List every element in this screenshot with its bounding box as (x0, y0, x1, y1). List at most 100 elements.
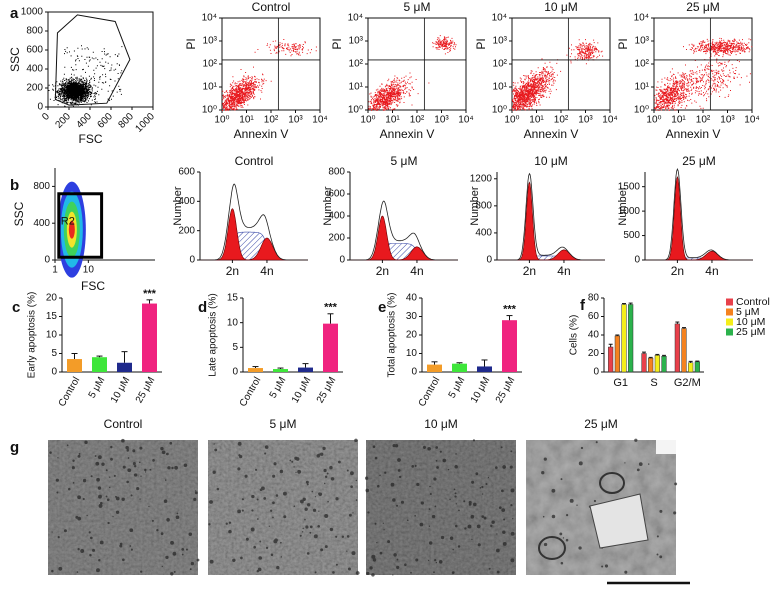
y-tick-label: 0 (593, 367, 599, 378)
x-tick-label: 10³ (288, 115, 303, 126)
x-tick-label: 1000 (133, 111, 157, 135)
y-tick-label: 10² (493, 59, 508, 70)
y-tick-label: 0 (486, 255, 492, 266)
bar (323, 323, 338, 372)
panel-label: b (10, 177, 19, 194)
bar (452, 363, 467, 372)
vacuole (599, 472, 625, 494)
x-tick-label: 2n (671, 264, 684, 278)
y-tick-label: 0 (634, 255, 640, 266)
vacuole (538, 536, 566, 560)
y-tick-label: 10³ (635, 36, 650, 47)
x-tick-label: 600 (95, 111, 115, 131)
event-cloud (222, 39, 317, 111)
x-tick-label: 10⁰ (504, 115, 519, 126)
x-tick-label: 10¹ (671, 115, 686, 126)
y-tick-label: 600 (26, 45, 43, 56)
bar (608, 346, 614, 373)
y-tick-label: 1200 (470, 173, 493, 184)
y-tick-label: 800 (26, 26, 43, 37)
y-tick-label: 10⁰ (202, 105, 217, 116)
bar (298, 367, 313, 372)
bar (648, 357, 654, 373)
y-tick-label: 10² (349, 59, 364, 70)
panel-label: g (10, 439, 19, 456)
density-contour (68, 220, 75, 239)
y-tick-label: 0 (37, 102, 43, 113)
x-tick-label: 10³ (578, 115, 593, 126)
x-tick-label: 2n (226, 264, 239, 278)
legend-label: Control (736, 296, 770, 308)
bar (117, 362, 132, 372)
x-tick-label: Control (238, 375, 264, 408)
event-cloud (512, 39, 604, 111)
gate (57, 192, 104, 259)
y-tick-label: 10¹ (635, 82, 650, 93)
x-axis-label: Annexin V (524, 127, 579, 141)
y-axis-label: Late apoptosis (%) (208, 293, 219, 376)
x-tick-label: 10³ (720, 115, 735, 126)
y-axis-label: Early apoptosis (%) (27, 292, 38, 379)
y-tick-label: 15 (46, 311, 58, 322)
x-tick-label: 10⁴ (744, 115, 759, 126)
bar (142, 303, 157, 372)
gate (54, 14, 131, 106)
x-tick-label: 25 μM (134, 375, 158, 405)
bar (661, 356, 667, 373)
y-tick-label: 0 (51, 367, 57, 378)
bar (641, 353, 647, 373)
y-tick-label: 600 (328, 189, 345, 200)
image-title: 10 μM (424, 417, 458, 431)
y-tick-label: 10³ (349, 36, 364, 47)
legend-swatch (726, 318, 733, 326)
y-tick-label: 20 (406, 330, 418, 341)
bar (681, 328, 687, 373)
plot-title: 25 μM (686, 0, 720, 14)
y-axis-label: PI (184, 38, 198, 49)
y-axis-label: Number (322, 186, 334, 225)
x-tick-label: 5 μM (447, 375, 468, 400)
y-tick-label: 10² (635, 59, 650, 70)
y-tick-label: 0 (44, 255, 50, 266)
histogram-outline (497, 172, 605, 261)
micrograph-texture (48, 440, 198, 575)
legend-swatch (726, 308, 733, 316)
image-title: 5 μM (270, 417, 297, 431)
x-axis-label: FSC (79, 132, 103, 146)
bar (694, 361, 700, 373)
y-axis-label: PI (330, 38, 344, 49)
x-tick-label: 10 μM (469, 375, 493, 405)
y-tick-label: 1000 (618, 206, 641, 217)
x-tick-label: 10⁴ (312, 115, 327, 126)
y-tick-label: 80 (588, 293, 600, 304)
y-axis-label: PI (616, 38, 630, 49)
x-tick-label: 5 μM (87, 375, 108, 400)
y-tick-label: 10¹ (349, 82, 364, 93)
y-tick-label: 200 (328, 233, 345, 244)
event-cloud (654, 37, 753, 111)
y-tick-label: 800 (475, 200, 492, 211)
image-title: Control (104, 417, 143, 431)
y-tick-label: 5 (51, 348, 57, 359)
x-tick-label: 4n (410, 264, 423, 278)
bar (502, 320, 517, 372)
x-tick-label: 10⁴ (458, 115, 473, 126)
y-tick-label: 0 (339, 255, 345, 266)
x-tick-label: 4n (260, 264, 273, 278)
bar (92, 357, 107, 372)
x-tick-label: 10⁰ (214, 115, 229, 126)
panel-label: d (198, 299, 207, 316)
x-tick-label: 10 (83, 265, 95, 276)
plot-title: Control (252, 0, 291, 14)
y-tick-label: 400 (33, 218, 50, 229)
plot-title: 5 μM (391, 154, 418, 168)
y-tick-label: 400 (178, 196, 195, 207)
vacuole (589, 493, 649, 549)
plot-frame (653, 17, 753, 111)
y-tick-label: 1500 (618, 181, 641, 192)
x-tick-label: 1 (52, 265, 58, 276)
legend-swatch (726, 298, 733, 306)
y-axis-label: Number (469, 186, 481, 225)
